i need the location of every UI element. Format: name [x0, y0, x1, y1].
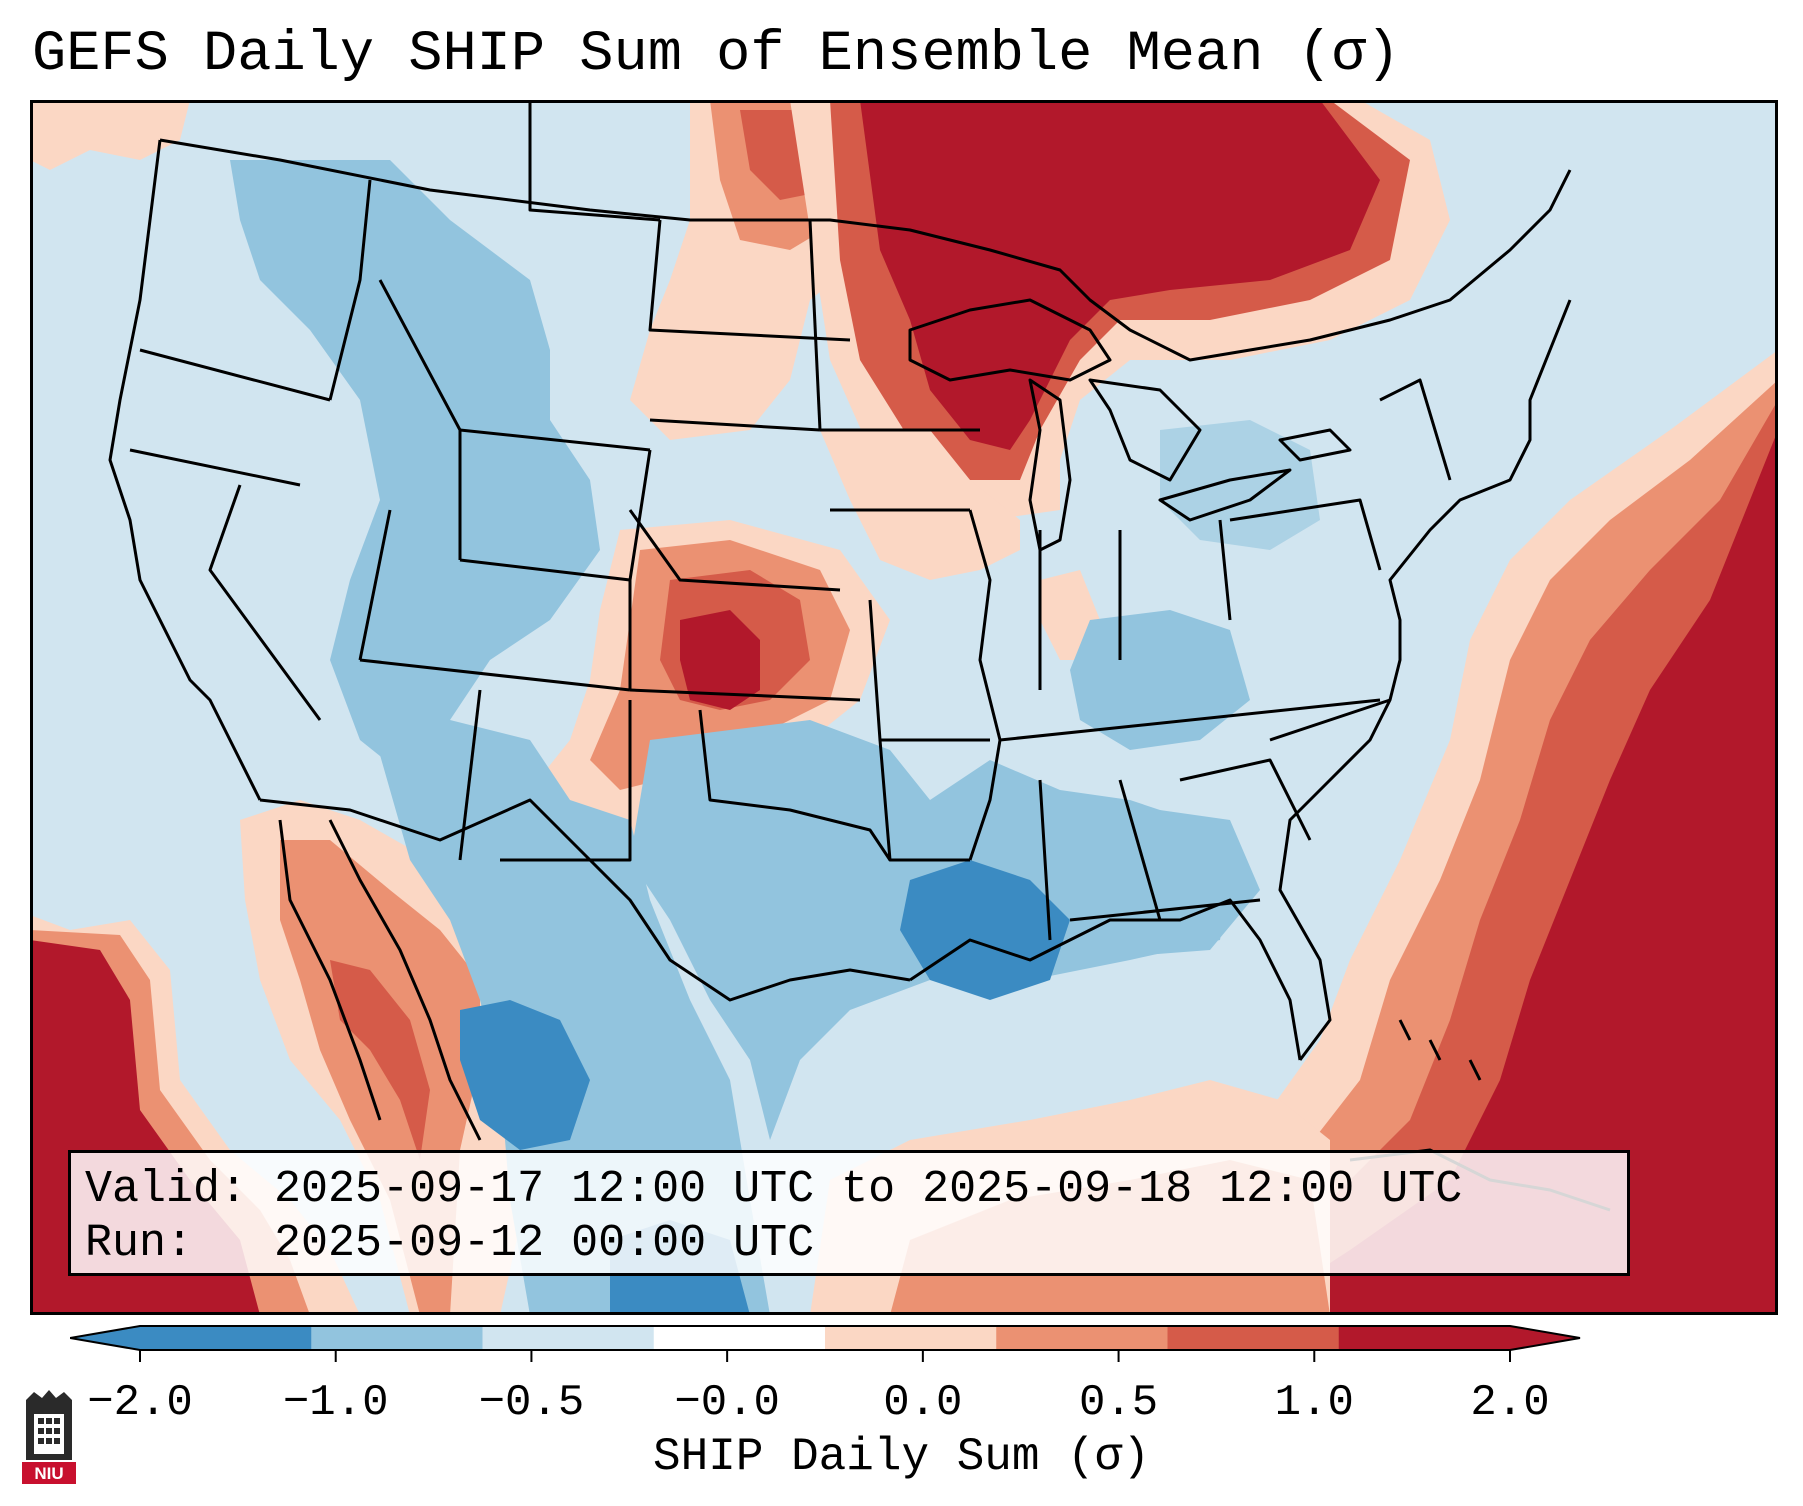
colorbar-segment — [482, 1326, 655, 1350]
east-coast — [1278, 299, 1572, 1061]
colorbar-segment — [1338, 1326, 1511, 1350]
colorbar: −2.0 −1.0 −0.5 −0.0 0.0 0.5 1.0 2.0 — [69, 1318, 1740, 1448]
lake-superior — [908, 298, 1112, 382]
valid-label: Valid: — [85, 1164, 248, 1215]
anomaly-mexico-nw-dark — [330, 960, 430, 1160]
us-mexico-border — [259, 798, 911, 1002]
state-line-sd-ne — [649, 418, 821, 432]
colorbar-graphic: −2.0 −1.0 −0.5 −0.0 0.0 0.5 1.0 2.0 — [69, 1325, 1581, 1428]
state-line-oh-pa — [1218, 519, 1232, 621]
niu-logo: NIU — [20, 1390, 78, 1486]
chart-title: GEFS Daily SHIP Sum of Ensemble Mean (σ) — [32, 23, 1401, 87]
state-line-nv-ut — [358, 509, 392, 661]
state-line-or-ca-nv — [129, 448, 301, 487]
state-line-az-nm — [458, 689, 482, 861]
colorbar-tick-label: 0.0 — [883, 1378, 962, 1428]
us-canada-border — [159, 138, 1572, 362]
niu-logo-text: NIU — [34, 1464, 63, 1483]
gulf-coast — [909, 898, 1302, 1061]
anomaly-pacific-nw — [30, 100, 190, 170]
map-panel[interactable] — [30, 100, 1778, 1315]
state-line-mt-wy — [459, 428, 651, 452]
anomaly-plains-core — [680, 610, 760, 710]
colorbar-segment — [825, 1326, 997, 1350]
state-line-wa-or — [139, 348, 331, 402]
map-border — [30, 100, 1778, 1315]
bahamas — [1398, 1019, 1482, 1081]
state-line-co-ks — [628, 449, 652, 690]
anomaly-canada-dark — [860, 100, 1380, 450]
colorbar-tick-label: −2.0 — [87, 1378, 193, 1428]
state-line-mn-wi — [808, 219, 822, 431]
valid-value: 2025-09-17 12:00 UTC to 2025-09-18 12:00… — [274, 1164, 1463, 1215]
lake-michigan — [1028, 378, 1072, 552]
colorbar-segment — [311, 1326, 483, 1350]
colorbar-extend-low — [70, 1326, 140, 1350]
state-line-or-id — [328, 179, 372, 401]
colorbar-segment — [1167, 1326, 1340, 1350]
state-line-wy-co — [459, 558, 631, 582]
state-line-va-nc — [1269, 698, 1391, 742]
gulf-of-california-east — [328, 819, 482, 1141]
state-line-ny-pa — [1229, 498, 1382, 571]
colorbar-tick-label: −0.0 — [674, 1378, 780, 1428]
colorbar-label: SHIP Daily Sum (σ) — [653, 1431, 1150, 1483]
lake-erie — [1158, 468, 1292, 522]
anomaly-texas-core — [460, 1000, 590, 1150]
colorbar-segment — [996, 1326, 1168, 1350]
state-line-ca-nv — [208, 484, 322, 721]
colorbar-segment — [653, 1326, 826, 1350]
state-line-ar-la — [878, 739, 970, 862]
run-value: 2025-09-12 00:00 UTC — [274, 1218, 815, 1269]
colorbar-segment — [140, 1326, 312, 1350]
valid-line: Valid: 2025-09-17 12:00 UTC to 2025-09-1… — [85, 1163, 1613, 1217]
colorbar-tick-label: 0.5 — [1079, 1378, 1158, 1428]
anomaly-atlantic-east-core — [1250, 430, 1778, 1315]
state-line-ky-tn — [999, 698, 1381, 742]
state-line-nm-tx — [500, 700, 632, 862]
valid-run-info-box: Valid: 2025-09-17 12:00 UTC to 2025-09-1… — [68, 1150, 1630, 1276]
lake-huron — [1088, 378, 1202, 482]
state-line-ms-al — [1038, 779, 1052, 941]
state-line-mt-dak — [528, 100, 661, 222]
state-line-ks-ok — [629, 688, 861, 702]
colorbar-tick-label: −0.5 — [479, 1378, 585, 1428]
state-line-dakotas — [648, 219, 851, 342]
anomaly-rockies — [230, 160, 600, 780]
anomaly-louisiana — [900, 860, 1070, 1000]
colorbar-extend-high — [1510, 1326, 1580, 1350]
west-coast — [108, 139, 262, 801]
state-line-al-ga — [1118, 779, 1162, 921]
state-line-new-england — [1379, 378, 1452, 481]
state-line-ne-ks — [628, 509, 841, 592]
run-line: Run: 2025-09-12 00:00 UTC — [85, 1217, 1613, 1271]
state-line-ok-tx — [698, 709, 892, 861]
colorbar-tick-label: 2.0 — [1470, 1378, 1549, 1428]
state-line-ut-az — [359, 658, 631, 692]
state-boundaries — [108, 100, 1611, 1212]
anomaly-midwest — [820, 430, 1020, 580]
state-line-fl-north — [1069, 898, 1261, 922]
state-line-mississippi — [968, 509, 1002, 861]
colorbar-tick-label: 1.0 — [1275, 1378, 1354, 1428]
lake-ontario — [1278, 428, 1352, 462]
run-label: Run: — [85, 1218, 194, 1269]
baja-peninsula — [278, 819, 382, 1121]
state-line-ga-sc — [1179, 758, 1312, 841]
anomaly-appalachia — [1070, 610, 1250, 750]
colorbar-tick-label: −1.0 — [283, 1378, 389, 1428]
